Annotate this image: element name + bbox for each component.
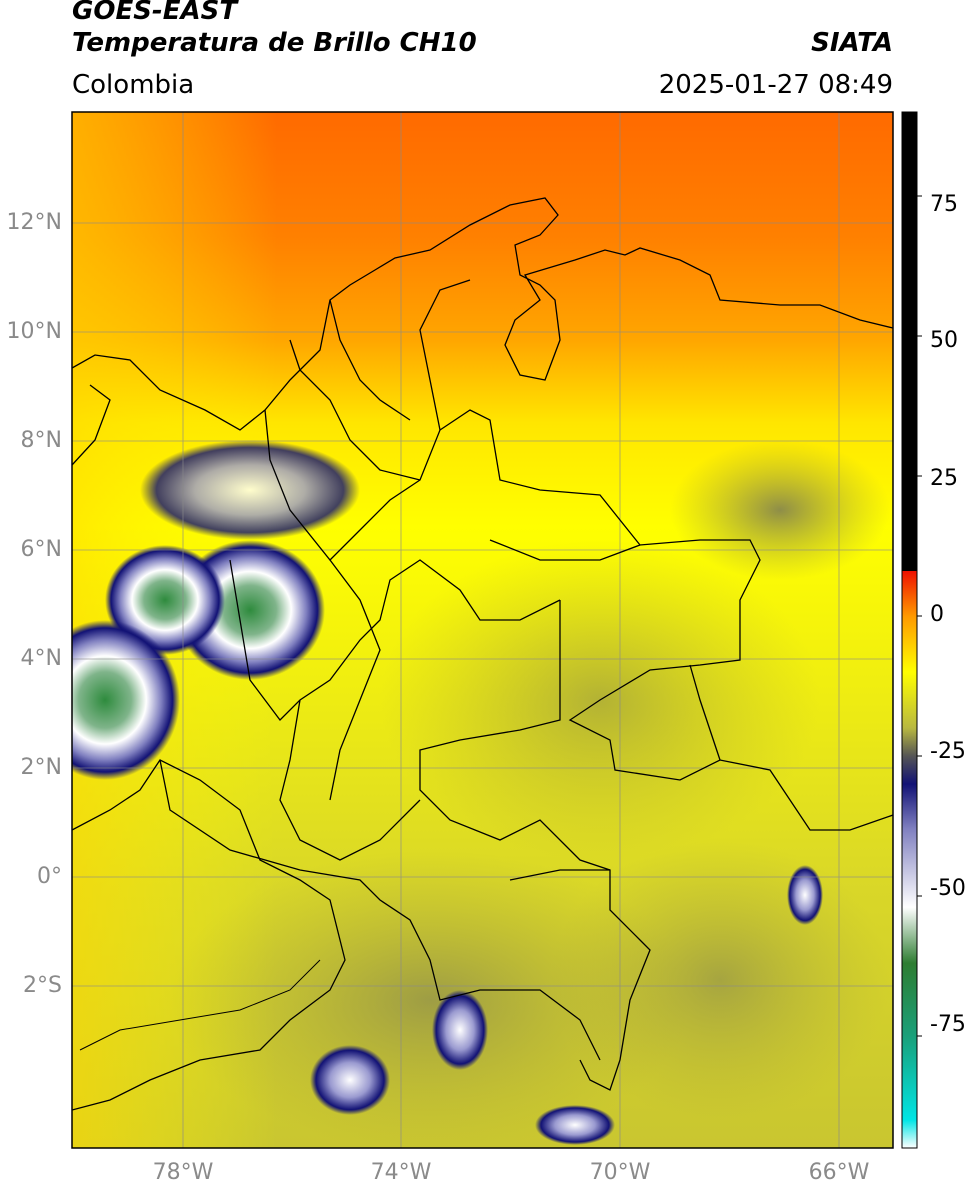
colorbar-fill [902,112,917,1148]
colorbar-label-minus50: -50 [930,876,966,901]
lon-label-70w: 70°W [589,1160,651,1185]
pacific-coast [72,759,346,1111]
internal-boundary-2 [279,699,421,861]
graticule [72,112,893,1148]
datetime-label: 2025-01-27 08:49 [658,70,893,100]
lat-label-4n: 4°N [20,646,62,671]
ecuador-peru-border [159,759,601,1061]
lat-label-10n: 10°N [6,319,62,344]
storm-cell-south-3 [535,1105,615,1145]
colorbar-frame [901,111,918,1149]
colorbar-label-minus25: -25 [930,739,966,764]
boundaries [72,197,893,1111]
lat-label-0: 0° [37,864,62,889]
colorbar-label-0: 0 [930,602,944,627]
colombia-venezuela-border [264,409,893,831]
agency-label: SIATA [811,28,893,58]
colorbar-label-50: 50 [930,328,958,353]
lat-label-6n: 6°N [20,537,62,562]
caribbean-coastline [72,197,893,431]
map-area [72,112,893,1148]
internal-boundary-3 [329,559,381,801]
colorbar-label-minus75: -75 [930,1012,966,1037]
satellite-title: GOES-EAST [72,0,238,26]
lat-label-2s: 2°S [23,973,62,998]
lon-label-66w: 66°W [808,1160,870,1185]
internal-boundary-6 [509,869,610,881]
colorbar [901,111,922,1149]
lat-label-8n: 8°N [20,428,62,453]
colorbar-label-25: 25 [930,466,958,491]
peru-internal [79,959,321,1051]
lat-label-2n: 2°N [20,755,62,780]
storm-cell-south-1 [310,1045,390,1115]
colombia-brazil-border [419,600,651,1091]
lon-label-78w: 78°W [152,1160,214,1185]
lon-label-74w: 74°W [370,1160,432,1185]
storm-cell-3 [72,620,180,780]
internal-boundary-1 [229,559,561,721]
product-title: Temperatura de Brillo CH10 [72,28,477,58]
storm-cell-east [787,865,823,925]
panama-coast [72,384,111,466]
region-label: Colombia [72,70,195,100]
map-frame [71,111,894,1149]
storm-band-north [140,440,360,540]
internal-boundary-5 [689,664,721,761]
internal-boundary-8 [419,279,471,431]
internal-boundary-4 [489,539,641,561]
internal-boundary-7 [289,339,421,481]
cloud-area-east [670,440,890,580]
lat-label-12n: 12°N [6,210,62,235]
colorbar-label-75: 75 [930,192,958,217]
internal-boundary-9 [329,299,411,421]
storm-cell-south-2 [432,990,488,1070]
